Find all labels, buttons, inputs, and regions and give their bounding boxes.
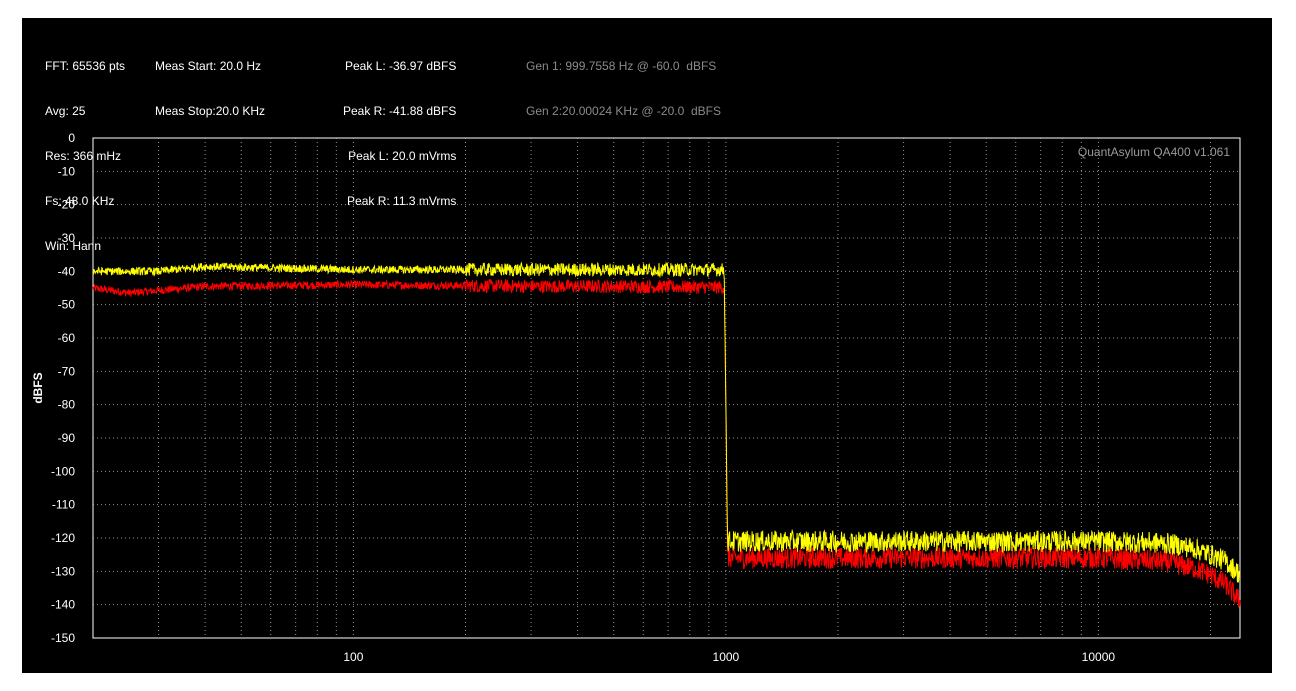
peak-right-mvrms-text: Peak R: 11.3 mVrms	[347, 194, 457, 208]
gen2-text: Gen 2:20.00024 KHz @ -20.0 dBFS	[526, 104, 721, 118]
y-tick-label: 0	[68, 131, 75, 145]
y-axis-label: dBFS	[31, 372, 45, 403]
fft-settings-readout: FFT: 65536 pts Avg: 25 Res: 366 mHz Fs: …	[45, 29, 125, 284]
meas-start-text: Meas Start: 20.0 Hz	[155, 59, 262, 73]
spectrum-plot: 0 -10 -20 -30 -40 -50 -60 -70 -80 -90 -100 -110 -120…	[31, 131, 1241, 664]
y-tick-label: -20	[58, 198, 76, 212]
watermark-text: QuantAsylum QA400 v1.061	[1078, 145, 1230, 159]
meas-stop-text: Meas Stop:20.0 KHz	[155, 104, 266, 118]
gen1-text: Gen 1: 999.7558 Hz @ -60.0 dBFS	[526, 59, 717, 73]
series-right-line	[92, 279, 1241, 608]
y-tick-label: -70	[58, 364, 76, 378]
y-tick-label: -90	[58, 431, 76, 445]
plot-frame	[92, 137, 1241, 639]
fft-points-text: FFT: 65536 pts	[45, 59, 126, 73]
x-tick-label: 1000	[713, 650, 740, 664]
y-tick-label: -130	[51, 564, 75, 578]
y-tick-label: -80	[58, 398, 76, 412]
series-left-line	[92, 261, 1241, 583]
y-tick-label: -110	[52, 498, 75, 512]
y-tick-label: -30	[58, 231, 76, 245]
peak-right-dbfs-text: Peak R: -41.88 dBFS	[343, 104, 457, 118]
peak-left-dbfs-text: Peak L: -36.97 dBFS	[344, 59, 457, 73]
sample-rate-text: Fs: 48.0 KHz	[45, 194, 115, 208]
window-text: Win: Hann	[45, 239, 102, 253]
y-tick-label: -40	[58, 264, 76, 278]
y-tick-label: -140	[51, 598, 75, 612]
y-tick-label: -10	[58, 164, 76, 178]
resolution-text: Res: 366 mHz	[45, 149, 122, 163]
y-tick-label: -60	[58, 331, 76, 345]
peak-left-mvrms-text: Peak L: 20.0 mVrms	[348, 149, 457, 163]
y-tick-label: -100	[51, 464, 75, 478]
y-tick-label: -50	[58, 298, 76, 312]
measurement-range-readout: Meas Start: 20.0 Hz Meas Stop:20.0 KHz	[155, 29, 265, 149]
y-tick-label: -120	[51, 531, 75, 545]
fft-analyzer-panel: 0 -10 -20 -30 -40 -50 -60 -70 -80 -90 -100 -110 -120…	[22, 18, 1272, 673]
peak-readout: Peak L: -36.97 dBFS Peak R: -41.88 dBFS …	[343, 29, 456, 239]
averages-text: Avg: 25	[45, 104, 86, 118]
generator-readout: Gen 1: 999.7558 Hz @ -60.0 dBFS Gen 2:20…	[526, 29, 721, 149]
y-tick-label: -150	[51, 631, 75, 645]
x-tick-label: 100	[343, 650, 363, 664]
x-tick-label: 10000	[1082, 650, 1116, 664]
